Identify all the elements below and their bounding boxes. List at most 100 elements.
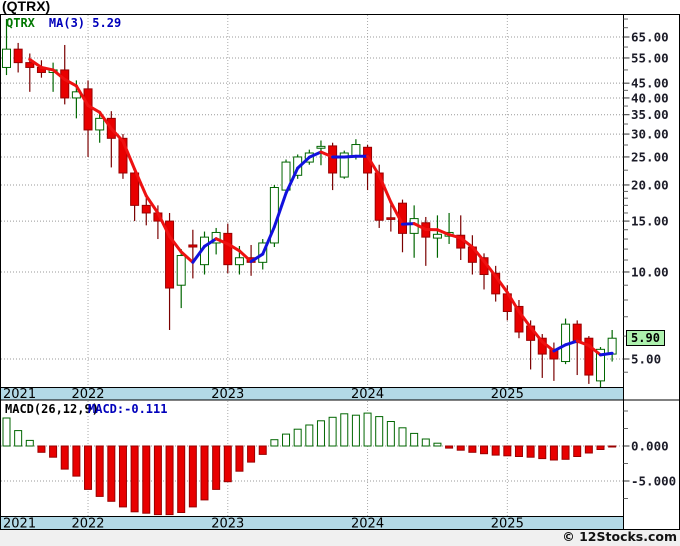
ma-segment — [51, 68, 67, 81]
year-label: 2021 — [3, 517, 36, 532]
year-label: 2024 — [351, 517, 384, 532]
macd-bar — [491, 445, 500, 456]
ma-segment — [144, 194, 160, 215]
ma-segment — [226, 242, 241, 253]
ma-segment — [296, 155, 311, 170]
year-label: 2025 — [491, 517, 524, 532]
macd-value-label: MACD:-0.111 — [88, 402, 168, 416]
ma-segment — [39, 65, 55, 72]
ma-segment — [86, 103, 102, 114]
ma-segment — [121, 139, 137, 171]
candle-body — [188, 244, 198, 248]
ma-segment — [237, 249, 253, 264]
ma-line — [28, 58, 614, 357]
candle-body — [13, 48, 23, 64]
candle-body — [141, 204, 151, 214]
price-tick-label: 40.00 — [631, 90, 669, 105]
ma-segment — [63, 77, 78, 88]
macd-bar — [200, 445, 209, 501]
symbol-label: QTRX — [6, 16, 35, 30]
price-tick-label: 10.00 — [631, 264, 669, 279]
page-title: (QTRX) — [2, 0, 51, 14]
macd-bar — [282, 433, 291, 447]
price-tick-label: 25.00 — [631, 149, 669, 164]
macd-bar — [72, 445, 81, 477]
ma-segment — [74, 84, 90, 107]
year-label: 2023 — [211, 387, 244, 402]
macd-bar — [445, 445, 454, 449]
macd-bar — [258, 445, 267, 455]
macd-bar — [293, 428, 302, 447]
macd-bar — [37, 445, 46, 453]
macd-bar — [25, 439, 34, 447]
macd-params-label: MACD(26,12,9) — [5, 402, 99, 416]
candle-body — [83, 88, 93, 131]
ma-segment — [552, 343, 568, 353]
macd-bar — [351, 414, 360, 447]
macd-bar — [538, 445, 547, 460]
macd-bar — [223, 445, 232, 483]
ma-segment — [179, 250, 195, 264]
ma-segment — [156, 211, 172, 238]
macd-bar — [596, 445, 605, 450]
ma-segment — [529, 325, 544, 344]
macd-bar — [95, 445, 104, 497]
price-tick-label: 30.00 — [631, 127, 669, 142]
candle-body — [176, 255, 186, 286]
macd-bar — [410, 432, 419, 447]
macd-legend: MACD(26,12,9) MACD:-0.111 — [5, 402, 167, 416]
macd-axis: 0.000 -5.000 — [623, 410, 676, 499]
ma-segment — [342, 154, 358, 159]
ma-segment — [435, 228, 451, 237]
macd-bar — [433, 442, 442, 447]
ma-segment — [564, 339, 579, 347]
macd-bar — [177, 445, 186, 513]
macd-bar — [363, 412, 372, 447]
macd-bar — [584, 445, 593, 454]
macd-bar — [503, 445, 512, 457]
ma-segment — [540, 340, 556, 353]
price-tick-label: 55.00 — [631, 50, 669, 65]
ma-segment — [598, 351, 614, 357]
candles — [2, 19, 617, 388]
macd-bar — [398, 427, 407, 447]
candle-body — [595, 348, 605, 382]
macd-bar — [165, 445, 174, 516]
candle-body — [316, 145, 326, 149]
year-label: 2021 — [3, 387, 36, 402]
ma-segment — [168, 234, 183, 254]
year-label: 2023 — [211, 517, 244, 532]
macd-bar — [49, 445, 58, 458]
candle-body — [432, 233, 442, 239]
macd-bar — [305, 424, 314, 447]
candle-body — [60, 69, 70, 99]
ma-segment — [214, 237, 230, 246]
year-label: 2025 — [491, 387, 524, 402]
macd-bar — [514, 445, 523, 457]
ma-segment — [191, 244, 206, 264]
macd-bar — [212, 445, 221, 490]
macd-bar — [118, 445, 127, 508]
candle-body — [130, 172, 140, 206]
ma-segment — [470, 245, 486, 263]
year-label: 2024 — [351, 387, 384, 402]
candle-body — [386, 217, 396, 220]
price-legend: QTRX MA(3) 5.29 — [6, 16, 121, 30]
price-tick-label: 15.00 — [631, 214, 669, 229]
macd-bar — [549, 445, 558, 461]
macd-bar — [84, 445, 93, 490]
year-label: 2022 — [71, 387, 104, 402]
ma-segment — [494, 274, 509, 294]
ma-segment — [587, 344, 602, 357]
ma-segment — [109, 127, 125, 143]
ma-segment — [272, 191, 288, 229]
candle-body — [165, 220, 175, 289]
macd-bar — [247, 445, 256, 463]
macd-bar — [270, 439, 279, 447]
watermark-link[interactable]: © 12Stocks.com — [562, 529, 677, 544]
macd-bar — [14, 430, 23, 447]
ma-segment — [366, 154, 381, 177]
ma-segment — [482, 259, 498, 278]
